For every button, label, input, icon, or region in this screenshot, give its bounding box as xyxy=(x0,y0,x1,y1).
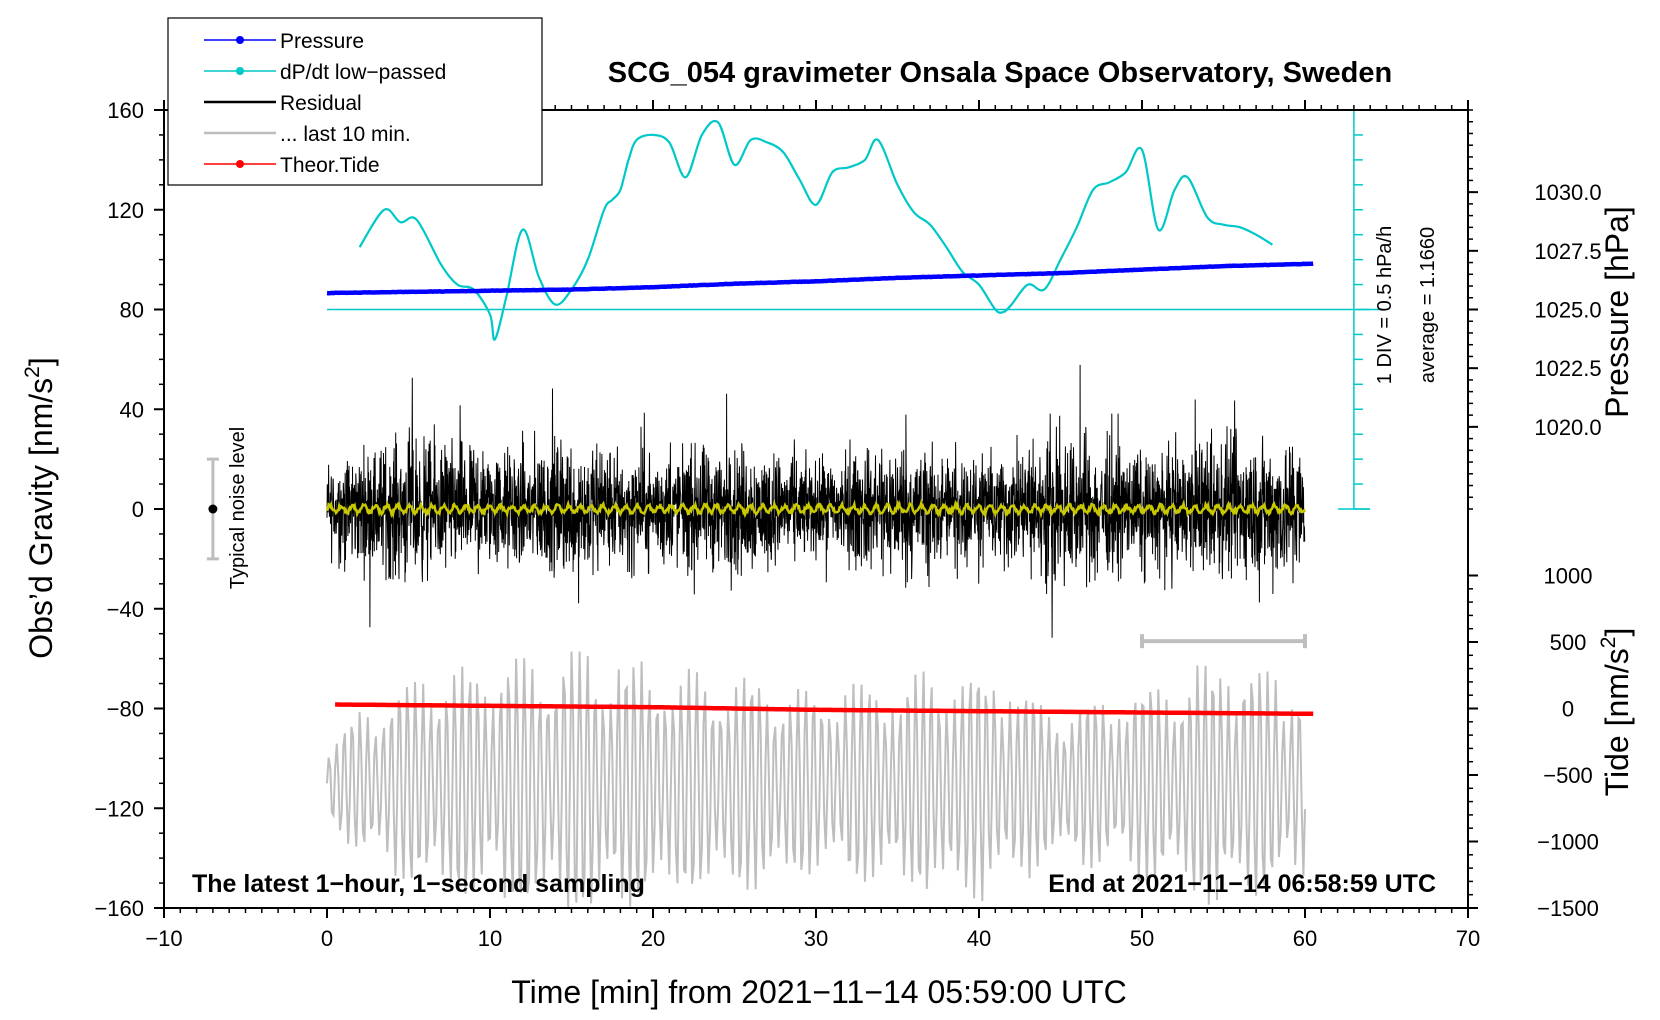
legend-label: Pressure xyxy=(280,30,364,53)
y-axis-title-tide-sup: 2 xyxy=(1597,637,1620,649)
legend-label: dP/dt low−passed xyxy=(280,61,446,84)
axes-layer: −10 0 10 20 30 40 50 60 70 −160 −120 −80 −40 0 40 80 120… xyxy=(94,98,1601,951)
y-tick-label: −80 xyxy=(107,697,144,722)
y-tick-label: −120 xyxy=(94,796,144,821)
legend-label: Theor.Tide xyxy=(280,154,380,177)
tide-tick-label: 1000 xyxy=(1544,564,1593,589)
y-axis-title-gravity: Obs’d Gravity [nm/s2] xyxy=(21,357,59,659)
legend-item: ... last 10 min. xyxy=(204,123,411,146)
pressure-tick-label: 1027.5 xyxy=(1534,239,1601,264)
pressure-tick-label: 1025.0 xyxy=(1534,298,1601,323)
y-axis-title-gravity-main: Obs’d Gravity [nm/s xyxy=(23,378,59,659)
legend-item: dP/dt low−passed xyxy=(204,61,446,84)
noise-level-bar xyxy=(206,457,219,561)
y-tick-label: −160 xyxy=(94,896,144,921)
pressure-scale-label-average: average = 1.1660 xyxy=(1417,227,1439,383)
y-axis-title-tide: Tide [nm/s2] xyxy=(1597,628,1635,797)
legend-label: ... last 10 min. xyxy=(280,123,411,146)
series-residual-smoothed-line xyxy=(325,498,1307,520)
chart-title: SCG_054 gravimeter Onsala Space Observat… xyxy=(608,57,1392,89)
legend-item: Residual xyxy=(204,92,362,115)
series-dpdt-line xyxy=(358,119,1273,341)
y-tick-label: −40 xyxy=(107,597,144,622)
x-axis-title: Time [min] from 2021−11−14 05:59:00 UTC xyxy=(511,974,1126,1010)
annotation-latest-hour: The latest 1−hour, 1−second sampling xyxy=(192,870,645,898)
series-tide-line xyxy=(335,702,1314,717)
legend: Pressure dP/dt low−passed Residual ... last… xyxy=(167,17,543,186)
tide-tick-label: 500 xyxy=(1550,630,1587,655)
legend-marker xyxy=(236,36,244,44)
legend-marker xyxy=(236,160,244,168)
tide-tick-label: −1500 xyxy=(1537,896,1599,921)
series-last-10-min-line xyxy=(326,651,1306,908)
legend-marker xyxy=(236,67,244,75)
y-tick-label: 0 xyxy=(132,497,144,522)
pressure-tick-label: 1030.0 xyxy=(1534,180,1601,205)
y-tick-label: 80 xyxy=(120,298,144,323)
noise-level-label: Typical noise level xyxy=(227,427,249,589)
ten-minute-bar xyxy=(1140,634,1307,649)
tide-tick-label: −500 xyxy=(1543,763,1593,788)
series-residual-line xyxy=(326,364,1306,638)
pressure-tick-label: 1022.5 xyxy=(1534,356,1601,381)
legend-item: Pressure xyxy=(204,30,364,53)
y-tick-label: 160 xyxy=(107,98,144,123)
series-pressure-line xyxy=(326,261,1314,296)
x-tick-label: 10 xyxy=(478,926,502,951)
x-tick-label: 60 xyxy=(1293,926,1317,951)
legend-item: Theor.Tide xyxy=(204,154,380,177)
y-tick-label: 40 xyxy=(120,397,144,422)
x-tick-label: 20 xyxy=(641,926,665,951)
tide-tick-label: −1000 xyxy=(1537,830,1599,855)
x-tick-label: 0 xyxy=(321,926,333,951)
tide-tick-label: 0 xyxy=(1562,697,1574,722)
noise-level-dot xyxy=(208,504,218,514)
pressure-tick-label: 1020.0 xyxy=(1534,415,1601,440)
pressure-scale-label-div: 1 DIV = 0.5 hPa/h xyxy=(1374,226,1396,384)
x-tick-label: 30 xyxy=(804,926,828,951)
x-tick-label: −10 xyxy=(145,926,182,951)
y-axis-title-tide-close: ] xyxy=(1599,628,1635,637)
y-axis-title-pressure: Pressure [hPa] xyxy=(1599,206,1635,418)
y-tick-label: 120 xyxy=(107,198,144,223)
y-axis-title-gravity-close: ] xyxy=(23,357,59,366)
y-axis-title-gravity-sup: 2 xyxy=(21,366,44,378)
legend-label: Residual xyxy=(280,92,362,115)
y-axis-title-tide-main: Tide [nm/s xyxy=(1599,648,1635,796)
data-layer xyxy=(206,109,1382,908)
x-tick-label: 70 xyxy=(1456,926,1480,951)
annotation-end-time: End at 2021−11−14 06:58:59 UTC xyxy=(1048,870,1436,898)
x-tick-label: 50 xyxy=(1130,926,1154,951)
x-tick-label: 40 xyxy=(967,926,991,951)
